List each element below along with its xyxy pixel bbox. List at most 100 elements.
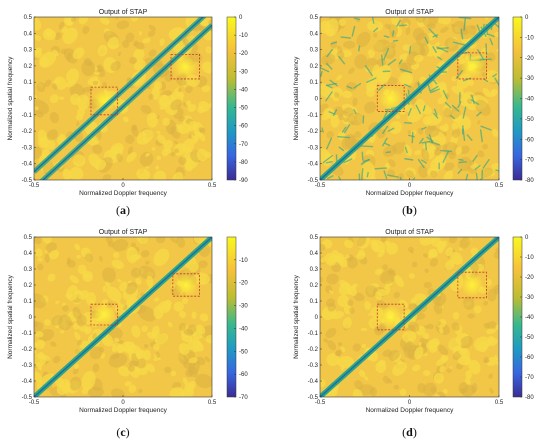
texture-blob — [484, 17, 489, 20]
texture-blob — [422, 332, 430, 340]
texture-blob — [99, 346, 105, 353]
texture-blob — [451, 20, 466, 35]
texture-blob — [468, 359, 481, 375]
texture-blob — [155, 165, 160, 170]
texture-blob — [474, 305, 482, 314]
texture-blob — [354, 380, 363, 390]
texture-blob — [486, 328, 496, 335]
texture-blob — [72, 368, 79, 375]
texture-trough — [479, 129, 483, 143]
texture-blob — [352, 97, 358, 107]
texture-trough — [404, 146, 408, 154]
texture-blob — [34, 17, 42, 31]
texture-trough — [482, 159, 490, 169]
texture-blob — [62, 27, 78, 45]
texture-blob — [323, 107, 335, 119]
colorbar — [226, 236, 237, 398]
texture-blob — [44, 28, 54, 38]
texture-blob — [325, 327, 337, 339]
texture-trough — [407, 90, 410, 96]
x-tick-label: -0.5 — [315, 183, 326, 189]
texture-blob — [430, 156, 446, 172]
texture-blob — [356, 252, 366, 260]
texture-trough — [382, 137, 388, 147]
colorbar-tick-label: -10 — [239, 258, 248, 264]
texture-blob — [337, 294, 350, 308]
texture-blob — [199, 20, 207, 27]
texture-blob — [388, 24, 399, 35]
target-hotspot — [460, 53, 485, 78]
texture-trough — [400, 68, 413, 74]
texture-blob — [156, 134, 166, 145]
texture-blob — [72, 47, 85, 60]
texture-trough — [386, 174, 399, 178]
texture-blob — [34, 248, 43, 258]
texture-blob — [448, 337, 462, 351]
texture-blob — [116, 153, 123, 163]
texture-blob — [330, 114, 340, 128]
texture-blob — [130, 125, 139, 137]
texture-blob — [51, 49, 59, 57]
texture-blob — [154, 333, 168, 345]
texture-blob — [136, 168, 151, 180]
texture-trough — [346, 85, 353, 89]
texture-blob — [106, 286, 122, 302]
texture-blob — [426, 339, 439, 350]
texture-blob — [405, 26, 411, 36]
texture-blob — [338, 114, 344, 121]
texture-blob — [327, 302, 336, 312]
texture-blob — [455, 146, 463, 155]
texture-blob — [402, 44, 412, 51]
texture-blob — [37, 257, 43, 262]
texture-trough — [475, 172, 478, 180]
texture-blob — [443, 162, 455, 171]
texture-blob — [437, 344, 449, 356]
texture-trough — [429, 88, 440, 94]
texture-blob — [102, 81, 107, 88]
texture-blob — [58, 21, 65, 30]
y-tick-label: 0 — [315, 97, 319, 103]
texture-blob — [125, 281, 138, 295]
y-axis-label: Normalized spatial frequency — [293, 274, 300, 359]
texture-trough — [343, 158, 353, 164]
texture-blob — [185, 100, 192, 107]
y-tick-label: 0 — [29, 315, 33, 321]
texture-trough — [483, 78, 489, 83]
texture-blob — [148, 49, 157, 57]
texture-blob — [408, 321, 420, 333]
texture-blob — [151, 147, 156, 151]
texture-blob — [135, 277, 142, 285]
texture-blob — [348, 67, 355, 75]
colorbar-tick-label: -30 — [239, 69, 248, 75]
texture-blob — [206, 69, 212, 74]
texture-blob — [153, 81, 163, 90]
texture-trough — [338, 176, 342, 180]
texture-blob — [402, 330, 417, 343]
texture-trough — [476, 111, 482, 117]
texture-blob — [458, 382, 469, 394]
texture-blob — [347, 112, 364, 126]
texture-blob — [483, 356, 489, 364]
texture-blob — [451, 76, 457, 82]
y-tick-label: 0.1 — [24, 80, 33, 86]
panel-caption: (d) — [402, 425, 417, 439]
texture-blob — [370, 239, 380, 253]
texture-blob — [482, 143, 488, 150]
texture-blob — [345, 82, 357, 92]
texture-blob — [358, 369, 366, 378]
texture-blob — [495, 361, 499, 366]
texture-trough — [428, 134, 433, 144]
texture-blob — [451, 322, 460, 331]
texture-trough — [362, 158, 370, 163]
y-tick-label: 0 — [29, 97, 33, 103]
clutter-notch-core — [320, 237, 499, 397]
texture-trough — [325, 160, 333, 164]
texture-blob — [415, 32, 430, 47]
texture-blob — [111, 342, 124, 350]
texture-blob — [193, 237, 207, 245]
x-tick-label: 0.5 — [208, 400, 217, 406]
texture-blob — [423, 281, 433, 289]
texture-trough — [361, 168, 364, 180]
texture-blob — [451, 128, 461, 138]
texture-trough — [366, 77, 377, 83]
